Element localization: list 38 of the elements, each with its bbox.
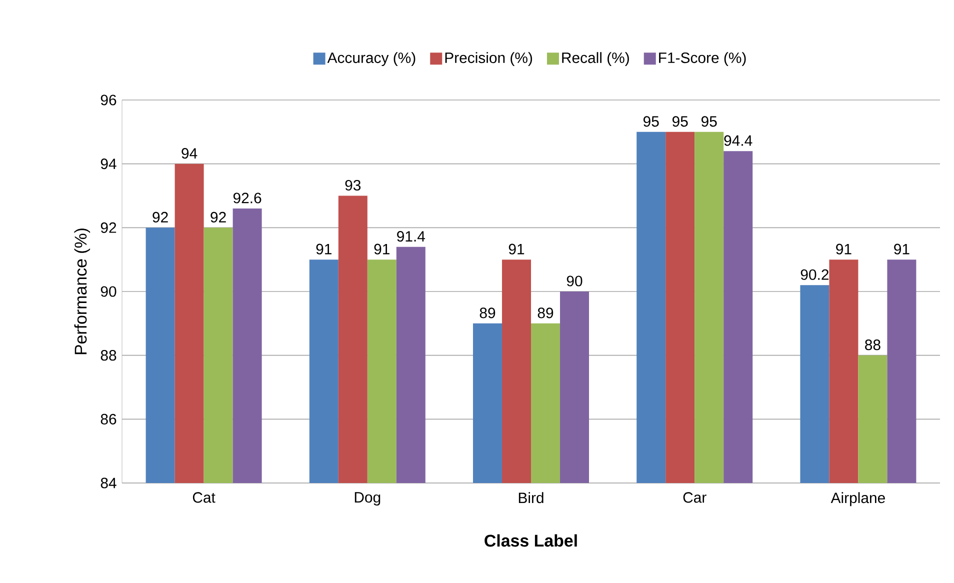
data-label: 95 [701, 116, 717, 127]
data-label: 91 [316, 244, 332, 254]
legend-label: Accuracy (%) [327, 52, 416, 66]
legend-label: Precision (%) [445, 52, 532, 66]
x-tick-label: Cat [192, 492, 216, 503]
data-label: 95 [672, 116, 688, 127]
data-label: 94.4 [724, 135, 752, 146]
data-label: 91 [836, 244, 852, 254]
data-label: 91 [894, 244, 910, 254]
legend-label: F1-Score (%) [659, 52, 746, 66]
data-label: 89 [538, 308, 554, 318]
data-label: 94 [182, 148, 198, 159]
data-label: 92 [152, 212, 168, 222]
data-label: 93 [345, 180, 361, 191]
data-label: 89 [480, 308, 496, 318]
data-label: 91 [508, 244, 524, 254]
y-tick-label: 90 [100, 286, 116, 297]
data-label: 90 [566, 276, 582, 286]
data-label: 92 [210, 212, 226, 222]
y-axis-title: Performance (%) [74, 228, 90, 354]
data-label: 88 [865, 340, 880, 350]
x-tick-label: Dog [354, 492, 380, 506]
y-tick-label: 96 [100, 94, 116, 106]
data-label: 91 [374, 244, 390, 254]
y-tick-label: 94 [100, 158, 116, 170]
data-label: 92.6 [233, 192, 262, 204]
x-axis-title: Class Label [484, 534, 577, 547]
x-tick-label: Bird [518, 492, 544, 504]
y-tick-label: 88 [100, 350, 116, 361]
y-tick-label: 84 [100, 478, 116, 488]
x-tick-label: Airplane [830, 492, 885, 506]
x-tick-label: Car [683, 492, 706, 503]
data-label: 90.2 [800, 269, 828, 280]
y-tick-label: 86 [100, 414, 116, 424]
y-tick-label: 92 [100, 222, 116, 233]
data-label: 91.4 [397, 231, 426, 242]
data-label: 95 [643, 116, 659, 127]
legend-label: Recall (%) [562, 52, 629, 66]
